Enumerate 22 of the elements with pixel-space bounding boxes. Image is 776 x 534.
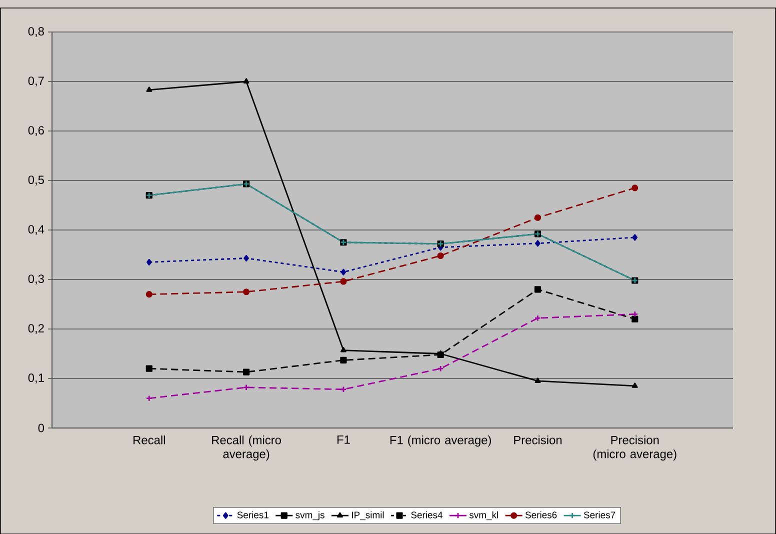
- x-tick-label: Precision: [514, 435, 562, 444]
- y-tick-label: 0,4: [28, 224, 44, 235]
- y-tick-label: 0,2: [28, 324, 44, 334]
- y-tick-label: 0,8: [28, 26, 44, 37]
- y-tick-label: 0,7: [28, 76, 44, 86]
- legend-label: Series6: [525, 511, 557, 518]
- x-tick-label: Recall: [134, 435, 165, 444]
- x-tick-label: Recall (micro average): [212, 435, 281, 460]
- legend-label: svm_kl: [469, 511, 498, 520]
- y-tick-label: 0,6: [28, 126, 44, 136]
- y-tick-label: 0,5: [28, 175, 44, 186]
- y-tick-label: 0: [38, 424, 44, 432]
- y-tick-label: 0,1: [28, 373, 44, 384]
- legend-label: Series7: [584, 511, 616, 518]
- y-tick-label: 0,3: [28, 274, 44, 284]
- x-tick-label: F1: [337, 435, 350, 444]
- x-tick-label: F1 (micro average): [390, 435, 491, 446]
- legend-label: Series1: [237, 511, 268, 518]
- legend-label: IP_simil: [352, 511, 384, 520]
- x-tick-label: Precision (micro average): [593, 435, 676, 460]
- legend-label: svm_js: [296, 511, 324, 520]
- legend-label: Series4: [411, 511, 442, 518]
